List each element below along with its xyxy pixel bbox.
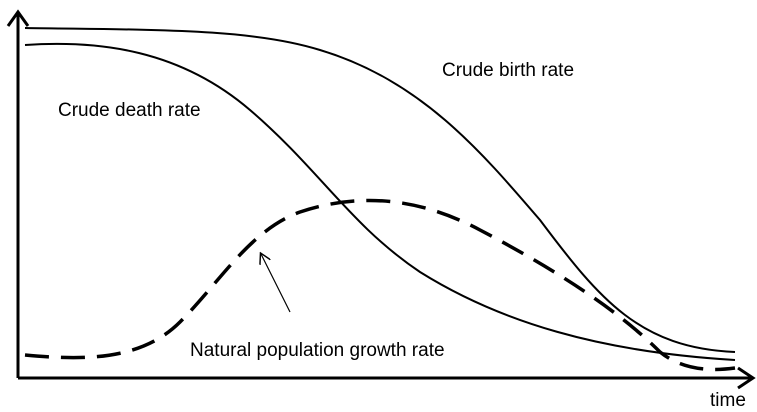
pointer-arrow: [261, 254, 291, 313]
x-axis-arrow: [737, 366, 756, 390]
death-rate-label: Crude death rate: [58, 100, 201, 121]
growth-rate-curve: [24, 198, 736, 372]
axes: [6, 9, 756, 390]
birth-rate-curve: [24, 27, 736, 353]
birth-rate-label: Crude birth rate: [442, 60, 574, 81]
death-rate-curve: [24, 42, 736, 361]
time-label: time: [710, 390, 746, 411]
y-axis-arrow: [6, 9, 30, 27]
growth-rate-label: Natural population growth rate: [190, 340, 445, 361]
